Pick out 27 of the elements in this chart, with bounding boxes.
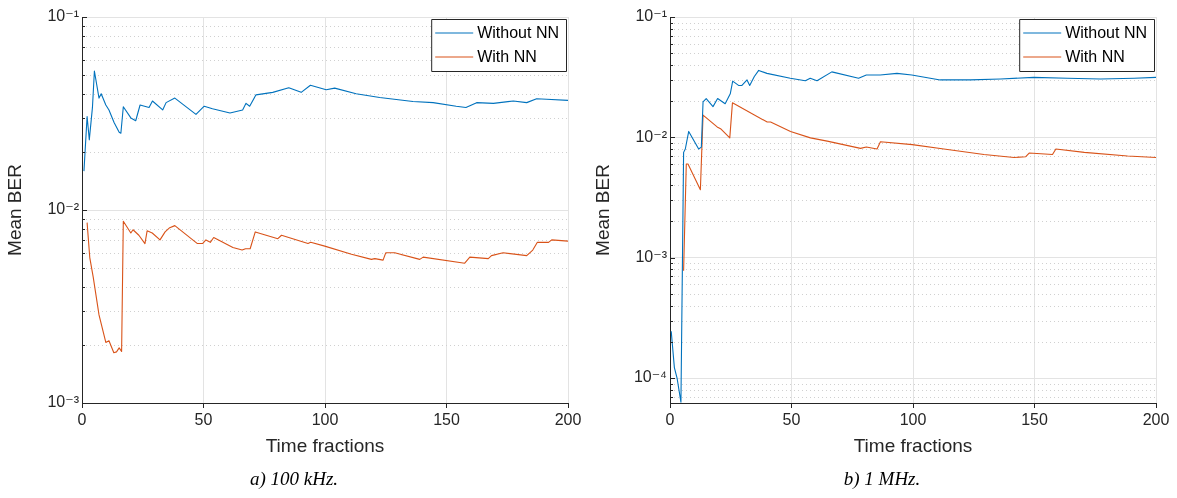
legend-label: Without NN — [477, 24, 559, 42]
x-tick-label: 150 — [1021, 411, 1048, 429]
y-tick-label: 10⁻¹ — [635, 7, 667, 25]
x-tick-label: 200 — [554, 411, 582, 429]
x-tick-label: 0 — [77, 411, 87, 429]
x-tick-label: 0 — [665, 411, 675, 429]
text: b) 1 MHz. — [842, 468, 922, 490]
y-tick-label: 10⁻² — [47, 200, 80, 218]
x-axis-title: Time fractions — [853, 434, 973, 456]
y-tick-label: 10⁻² — [635, 127, 668, 145]
x-tick-label: 150 — [433, 411, 460, 429]
x-tick-label: 100 — [311, 411, 339, 429]
y-axis-title: Mean BER — [3, 164, 25, 256]
x-axis-title: Time fractions — [265, 434, 385, 456]
x-tick-label: 50 — [194, 411, 213, 429]
x-tick-label: 50 — [782, 411, 801, 429]
x-tick-label: 100 — [899, 411, 927, 429]
text: a) 100 kHz. — [248, 468, 340, 490]
legend-label: With NN — [477, 48, 537, 66]
y-tick-label: 10⁻¹ — [47, 7, 79, 25]
y-tick-label: 10⁻⁴ — [633, 368, 668, 386]
y-tick-label: 10⁻³ — [635, 248, 668, 266]
y-axis-title: Mean BER — [591, 164, 613, 256]
legend-label: With NN — [1065, 48, 1125, 66]
y-tick-label: 10⁻³ — [47, 393, 80, 411]
legend-label: Without NN — [1065, 24, 1147, 42]
x-tick-label: 200 — [1142, 411, 1170, 429]
